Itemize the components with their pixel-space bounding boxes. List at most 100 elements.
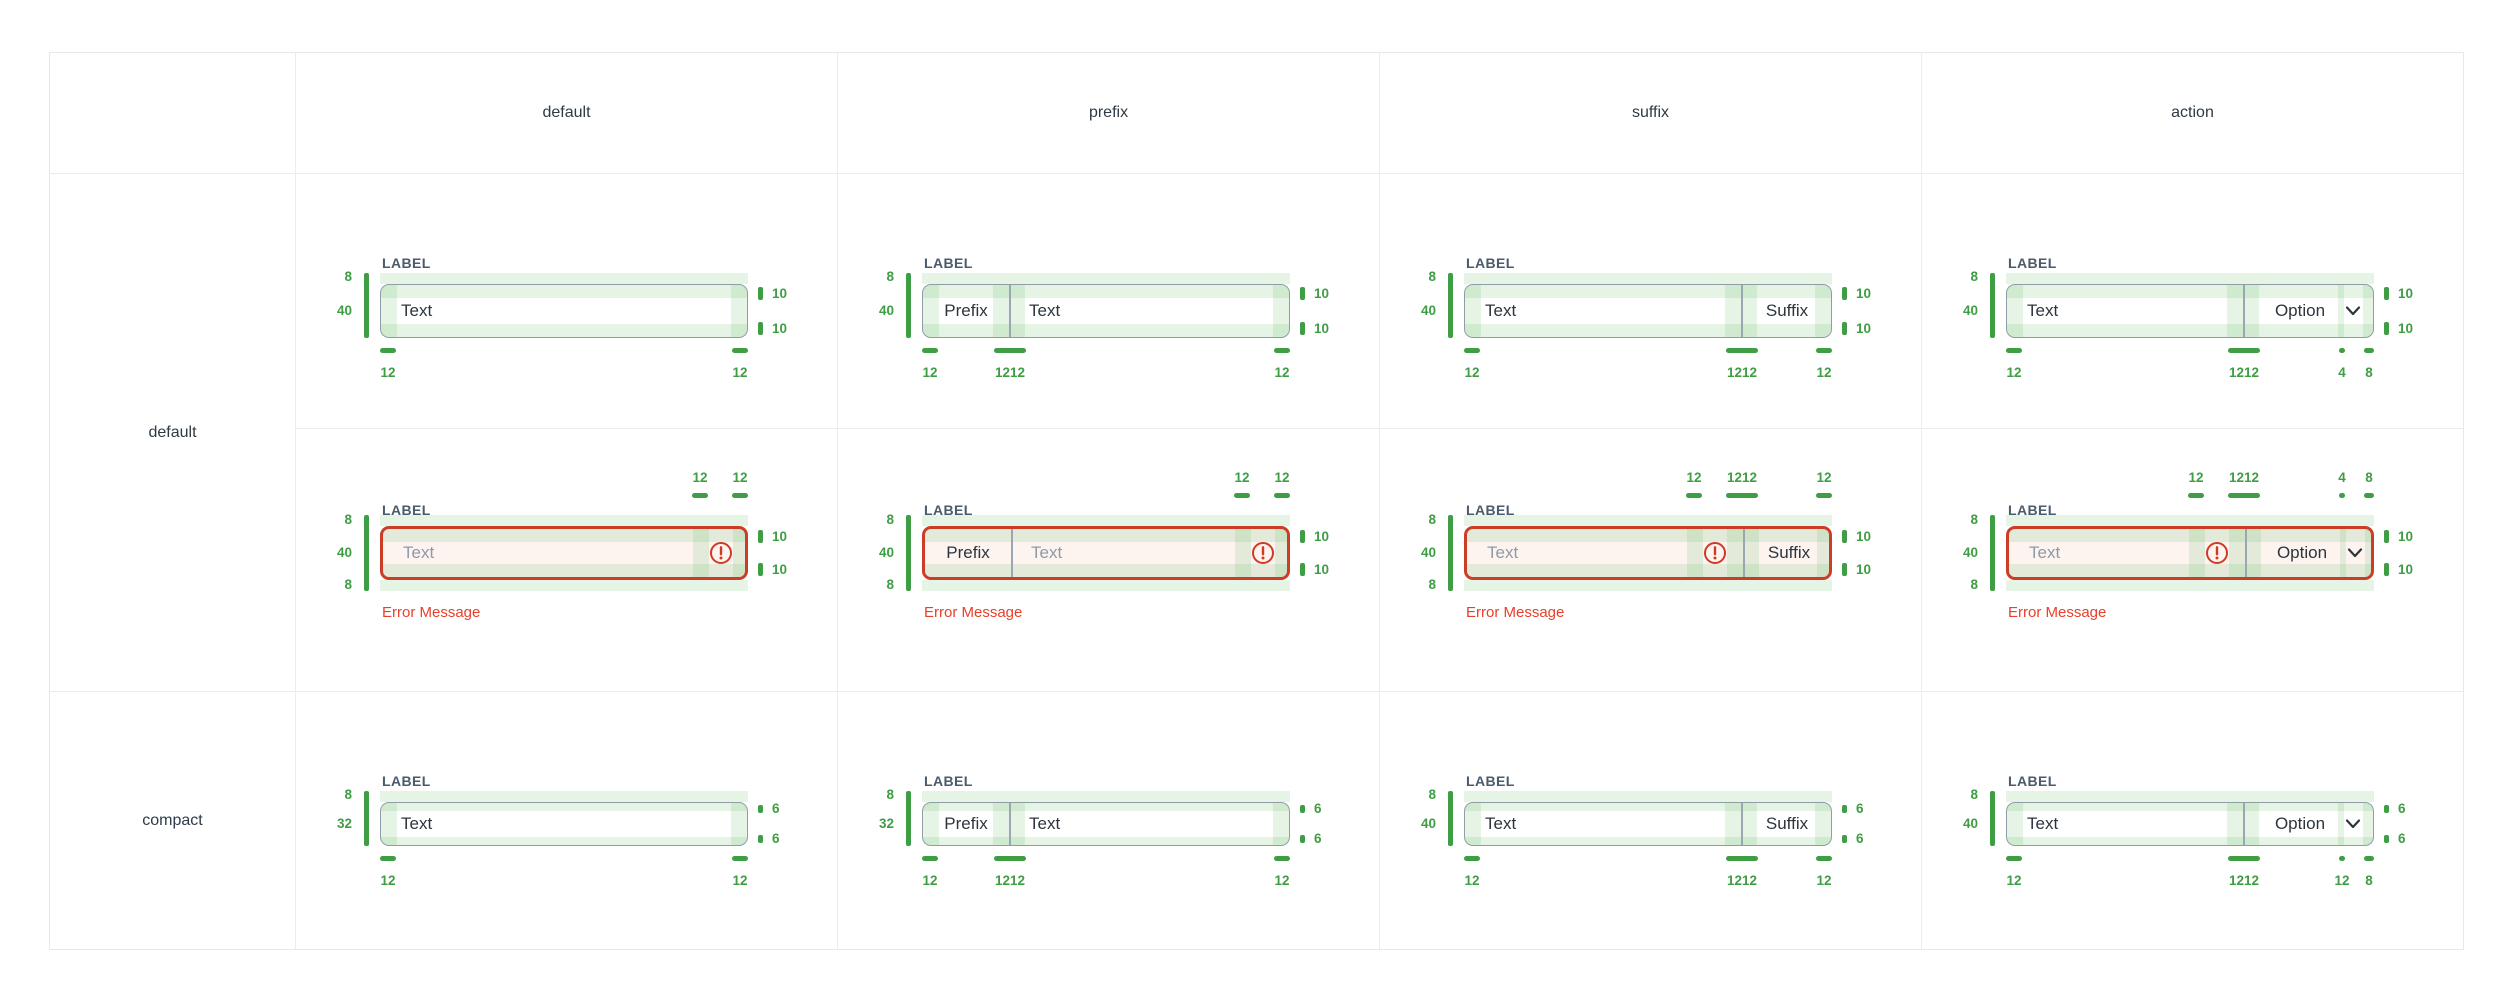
spacing-band [2006,515,2374,526]
padding-band [1467,564,1829,577]
padding-strip [2189,529,2205,577]
measure-marker [2339,493,2345,498]
measure-value: 6 [1314,831,1322,846]
input-placeholder: Text [2029,543,2061,562]
measure-marker [732,493,748,498]
padding-strip [1273,285,1289,337]
input-prefix: Prefix [944,301,988,320]
padding-band [1467,529,1829,542]
measure-value: 10 [1856,528,1872,544]
dropdown-option-label[interactable]: Option [2276,543,2328,562]
measure-value: 12 [1274,470,1290,485]
field-label: LABEL [382,502,431,518]
padding-band [2009,529,2371,542]
measure-value: 12 [1816,365,1832,380]
measure-value: 10 [1314,285,1330,301]
dropdown-option-label[interactable]: Option [2274,301,2326,320]
spacing-band [922,273,1290,284]
measure-value: 12 [1464,873,1480,888]
measure-bar [1842,287,1847,300]
measure-value: 6 [772,801,780,816]
measure-marker [2228,493,2260,498]
row-header-label: default [148,423,197,441]
measure-value: 1212 [2228,470,2260,485]
measure-value: 40 [336,545,352,560]
measure-marker [1816,348,1832,353]
text-input-error[interactable]: Text Suffix [1464,526,1832,580]
measure-value: 1212 [1726,365,1758,380]
measure-value: 8 [886,577,894,592]
field-label: LABEL [924,255,973,271]
text-input[interactable]: Text Suffix [1464,284,1832,338]
text-input[interactable]: Text [380,802,748,846]
measure-value: 8 [2365,470,2373,485]
error-icon [2205,541,2229,565]
error-icon [1251,541,1275,565]
measure-value: 40 [1962,816,1978,831]
padding-band [381,837,747,845]
padding-strip [733,529,745,577]
spec-table: default prefix suffix action default LAB… [49,52,2464,950]
column-header-suffix: suffix [1379,53,1921,173]
column-header-prefix: prefix [837,53,1379,173]
measure-marker [1726,348,1758,353]
padding-strip [2363,803,2373,845]
measure-value: 12 [380,365,396,380]
padding-strip [1273,803,1289,845]
text-input[interactable]: Prefix Text [922,284,1290,338]
field-label: LABEL [1466,773,1515,789]
corner-cell [50,53,295,173]
spacing-band [2006,273,2374,284]
text-input[interactable]: Text Option [2006,284,2374,338]
spec-cell-default-action: LABEL Text Option 8 40 10 10 [1921,173,2463,428]
text-input-error[interactable]: Prefix Text [922,526,1290,580]
field-label: LABEL [382,255,431,271]
text-input[interactable]: Text Suffix [1464,802,1832,846]
measure-bar [2384,805,2389,813]
measure-value: 40 [1962,303,1978,318]
input-suffix: Suffix [1765,301,1809,320]
measure-marker [2339,856,2345,861]
text-input[interactable]: Text [380,284,748,338]
chevron-down-icon[interactable] [2344,529,2366,577]
padding-strip [1275,529,1287,577]
text-input[interactable]: Text Option [2006,802,2374,846]
measure-value: 12 [1816,470,1832,485]
text-input-error[interactable]: Text Option [2006,526,2374,580]
padding-band [2007,837,2373,845]
measure-value: 12 [2006,873,2022,888]
spec-cell-default-default: LABEL Text 8 40 10 10 12 12 [295,173,837,428]
padding-strip [923,803,939,845]
padding-band [925,564,1287,577]
measure-value: 8 [1428,512,1436,527]
padding-strip [731,285,747,337]
measure-value: 40 [1420,545,1436,560]
spec-cell-error-action: 12 1212 4 8 LABEL Text Option [1921,428,2463,691]
measure-marker [2228,348,2260,353]
column-header-label: default [542,104,591,121]
text-input-error[interactable]: Text [380,526,748,580]
padding-band [925,529,1287,542]
measure-value: 10 [1314,320,1330,336]
dropdown-option-label[interactable]: Option [2274,814,2326,833]
field-label: LABEL [2008,773,2057,789]
padding-band [2007,803,2373,811]
measure-value: 10 [2398,285,2414,301]
measure-value: 8 [344,577,352,592]
measure-marker [1726,856,1758,861]
measure-value: 6 [772,831,780,846]
segment-divider [1743,529,1745,577]
measure-value: 12 [2006,365,2022,380]
padding-band [2007,285,2373,298]
chevron-down-icon[interactable] [2342,285,2364,337]
measure-value: 10 [1856,561,1872,577]
chevron-down-icon[interactable] [2342,803,2364,845]
text-input[interactable]: Prefix Text [922,802,1290,846]
padding-strip [2007,803,2023,845]
input-placeholder: Text [1487,543,1519,562]
measure-value: 10 [2398,561,2414,577]
measure-value: 12 [380,873,396,888]
measure-bar [906,791,911,846]
column-header-label: action [2171,104,2214,121]
field-label: LABEL [1466,502,1515,518]
